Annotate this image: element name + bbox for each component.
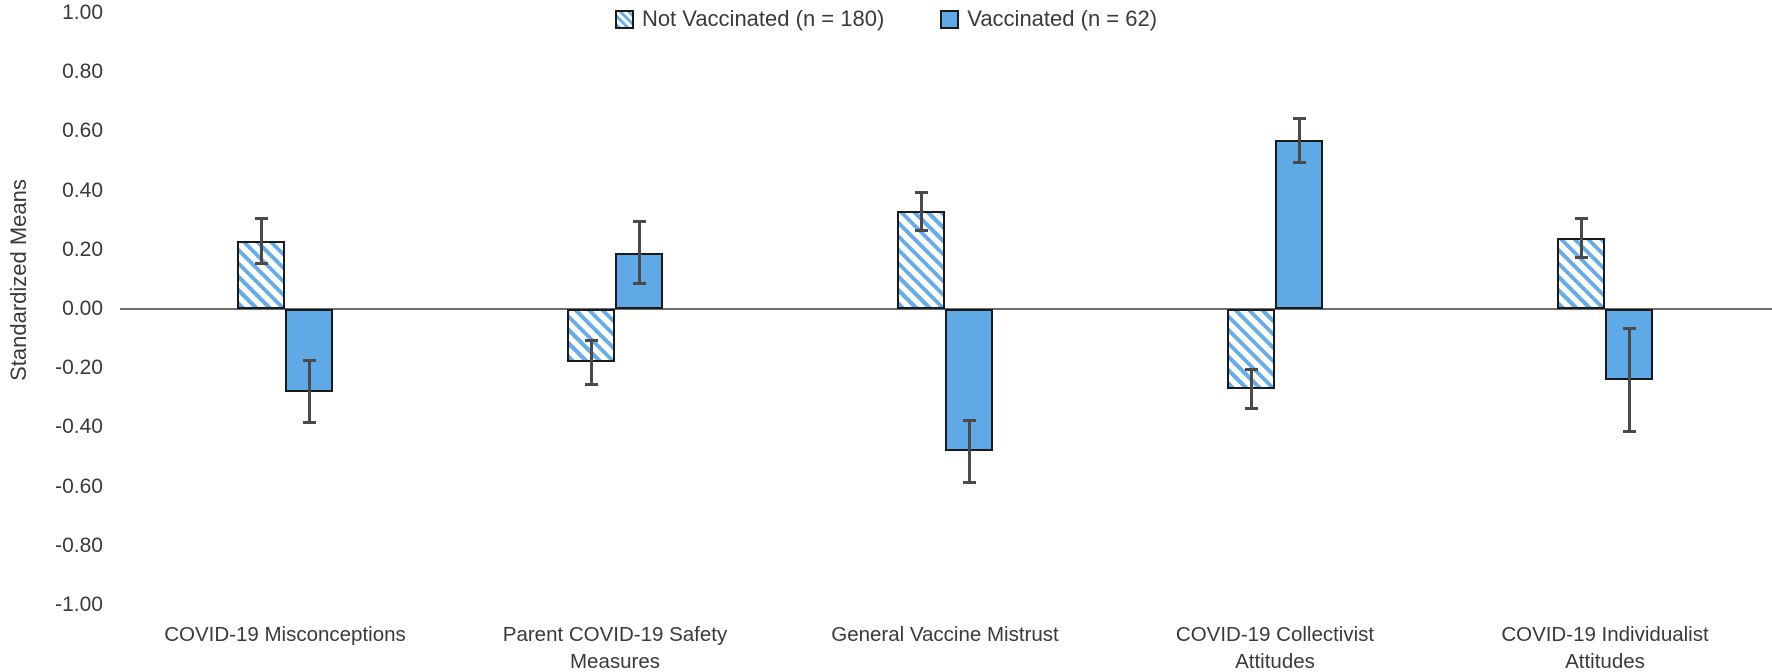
error-bar bbox=[584, 338, 598, 386]
error-bar-line bbox=[1627, 326, 1631, 434]
error-bar-cap-top bbox=[1574, 217, 1588, 221]
error-bar-cap-top bbox=[1292, 116, 1306, 120]
error-bar-cap-bottom bbox=[1622, 430, 1636, 434]
y-tick-label: 0.40 bbox=[62, 178, 103, 202]
legend-label-not-vaccinated: Not Vaccinated (n = 180) bbox=[641, 6, 885, 31]
x-category-label: COVID-19 Individualist Attitudes bbox=[1501, 623, 1709, 672]
error-bar-cap-bottom bbox=[302, 421, 316, 425]
error-bar bbox=[914, 190, 928, 233]
legend-item-not-vaccinated: Not Vaccinated (n = 180) bbox=[614, 6, 885, 32]
bar-solid bbox=[285, 309, 333, 392]
bar-solid bbox=[1275, 140, 1323, 309]
error-bar-cap-bottom bbox=[584, 382, 598, 386]
y-tick-label: 1.00 bbox=[62, 1, 103, 24]
error-bar-cap-bottom bbox=[1292, 160, 1306, 164]
solid-swatch-icon bbox=[940, 9, 960, 29]
y-tick-label: 0.20 bbox=[62, 237, 103, 261]
error-bar-cap-top bbox=[914, 190, 928, 194]
x-category-label: Parent COVID-19 Safety Measures bbox=[502, 623, 728, 672]
x-category-label: COVID-19 Misconceptions bbox=[164, 623, 406, 646]
error-bar-cap-top bbox=[302, 359, 316, 363]
y-tick-label: -0.20 bbox=[55, 356, 103, 380]
error-bar-line bbox=[919, 190, 923, 233]
y-tick-label: -1.00 bbox=[55, 593, 103, 616]
error-bar-cap-top bbox=[632, 220, 646, 224]
x-category-label: General Vaccine Mistrust bbox=[831, 623, 1059, 646]
error-bar-cap-bottom bbox=[1244, 406, 1258, 410]
bar-solid bbox=[945, 309, 993, 452]
error-bar-line bbox=[589, 338, 593, 386]
y-tick-label: 0.00 bbox=[62, 297, 103, 320]
error-bar-cap-top bbox=[1622, 326, 1636, 330]
error-bar-cap-top bbox=[1244, 368, 1258, 372]
error-bar-line bbox=[259, 217, 263, 265]
error-bar-cap-top bbox=[962, 418, 976, 422]
error-bar bbox=[1244, 368, 1258, 410]
error-bar bbox=[1622, 326, 1636, 434]
error-bar-cap-top bbox=[584, 338, 598, 342]
bar-hatched bbox=[1557, 237, 1605, 309]
error-bar bbox=[962, 418, 976, 484]
y-tick-label: -0.60 bbox=[55, 474, 103, 498]
legend-label-vaccinated: Vaccinated (n = 62) bbox=[967, 6, 1158, 31]
error-bar-line bbox=[1297, 116, 1301, 164]
y-tick-label: 0.80 bbox=[62, 60, 103, 84]
error-bar-line bbox=[637, 220, 641, 286]
y-axis-title: Standardized Means bbox=[6, 179, 31, 381]
error-bar-cap-bottom bbox=[632, 282, 646, 286]
legend-item-vaccinated: Vaccinated (n = 62) bbox=[940, 6, 1157, 32]
error-bar-cap-bottom bbox=[1574, 255, 1588, 259]
y-tick-label: -0.80 bbox=[55, 533, 103, 557]
error-bar-cap-top bbox=[254, 217, 268, 221]
y-tick-label: 0.60 bbox=[62, 119, 103, 143]
y-tick-label: -0.40 bbox=[55, 415, 103, 439]
error-bar bbox=[1574, 217, 1588, 259]
error-bar-line bbox=[1249, 368, 1253, 410]
error-bar bbox=[632, 220, 646, 286]
error-bar-line bbox=[307, 359, 311, 425]
error-bar-line bbox=[967, 418, 971, 484]
error-bar-cap-bottom bbox=[962, 480, 976, 484]
error-bar-line bbox=[1579, 217, 1583, 259]
chart-legend: Not Vaccinated (n = 180) Vaccinated (n =… bbox=[0, 6, 1772, 32]
error-bar bbox=[254, 217, 268, 265]
error-bar-cap-bottom bbox=[254, 261, 268, 265]
error-bar bbox=[1292, 116, 1306, 164]
error-bar-cap-bottom bbox=[914, 229, 928, 233]
hatched-swatch-icon bbox=[614, 9, 634, 29]
x-category-label: COVID-19 Collectivist Attitudes bbox=[1175, 623, 1375, 672]
error-bar bbox=[302, 359, 316, 425]
